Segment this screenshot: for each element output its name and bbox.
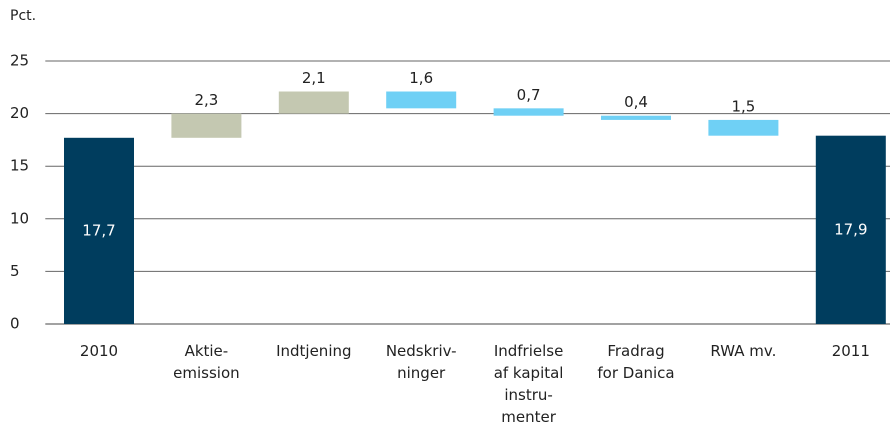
bar [171,113,242,138]
y-axis-label: Pct. [10,8,37,24]
x-tick-label: Fradrag for Danica [597,342,675,382]
value-label: 0,7 [517,86,541,104]
bar [708,119,779,136]
bar [64,137,134,324]
y-tick-label: 15 [10,157,29,175]
y-tick-label: 5 [10,262,20,280]
value-label: 17,7 [82,221,115,239]
y-tick-label: 10 [10,209,29,227]
value-label: 2,1 [302,69,326,87]
x-tick-label: 2011 [831,342,870,360]
bar [493,108,564,116]
y-tick-label: 0 [10,315,20,333]
value-label: 17,9 [834,220,867,238]
x-tick-label: Aktie- emission [173,342,240,382]
bar [601,115,671,120]
x-tick-label: RWA mv. [710,342,777,360]
bar [278,91,349,114]
value-label: 2,3 [194,91,218,109]
value-label: 1,6 [409,69,433,87]
x-tick-label: Indfrielse af kapital instru- menter [493,342,564,426]
y-tick-label: 20 [10,104,29,122]
value-label: 0,4 [624,93,648,111]
x-tick-label: Indtjening [276,342,352,360]
value-label: 1,5 [731,97,755,115]
x-tick-label: Nedskriv- ninger [385,342,457,382]
y-tick-label: 25 [10,52,29,70]
bar [386,91,457,109]
bar [815,135,886,324]
x-tick-label: 2010 [79,342,119,360]
